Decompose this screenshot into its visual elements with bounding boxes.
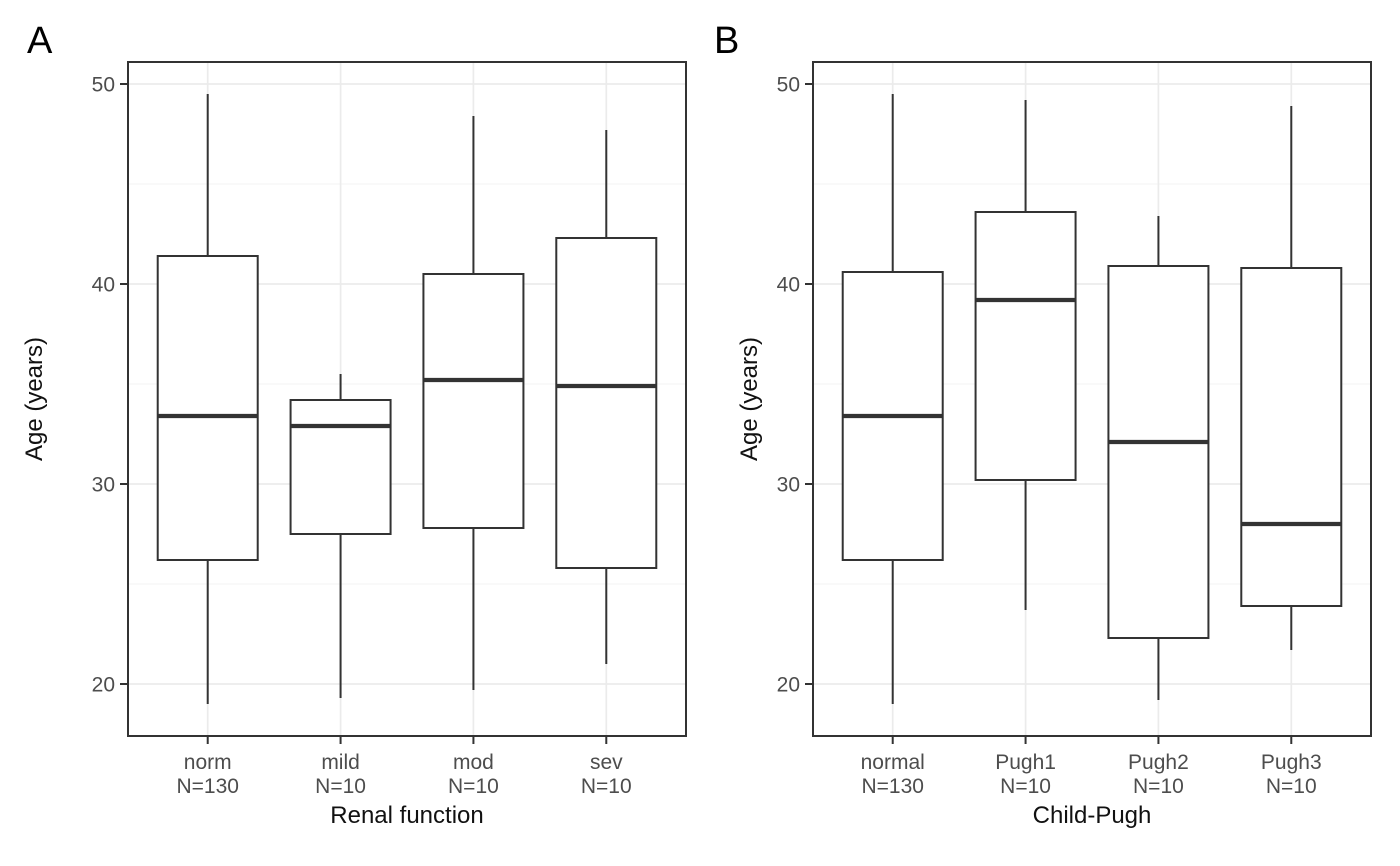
x-tick-n-label: N=10	[315, 775, 366, 798]
panel-border	[812, 61, 1372, 737]
x-tick-category-label: Pugh3	[1261, 751, 1322, 774]
x-tick-category-label: sev	[590, 751, 623, 774]
y-tick-label: 30	[92, 473, 115, 496]
x-tick-category-label: norm	[184, 751, 232, 774]
x-axis-title-b: Child-Pugh	[1032, 802, 1152, 829]
x-axis-title-a: Renal function	[330, 802, 484, 829]
box	[1107, 265, 1210, 639]
y-tick-label: 50	[92, 73, 115, 96]
y-tick-label: 40	[777, 273, 800, 296]
y-axis-title-a: Age (years)	[21, 336, 48, 462]
x-tick-category-label: mild	[321, 751, 360, 774]
y-tick-label: 50	[777, 73, 800, 96]
x-tick-n-label: N=130	[861, 775, 923, 798]
y-tick-label: 30	[777, 473, 800, 496]
box	[1240, 267, 1343, 607]
panel-border	[127, 61, 687, 737]
y-tick-label: 20	[92, 673, 115, 696]
box	[156, 255, 259, 561]
x-tick-n-label: N=10	[1000, 775, 1051, 798]
y-axis-title-b: Age (years)	[736, 336, 763, 462]
x-tick-category-label: Pugh2	[1128, 751, 1189, 774]
x-tick-n-label: N=130	[176, 775, 238, 798]
x-tick-category-label: normal	[861, 751, 925, 774]
x-tick-n-label: N=10	[1266, 775, 1317, 798]
box	[289, 399, 392, 535]
x-tick-n-label: N=10	[1133, 775, 1184, 798]
y-tick-label: 20	[777, 673, 800, 696]
box	[974, 211, 1077, 481]
panel-a-tag: A	[27, 20, 53, 62]
y-tick-label: 40	[92, 273, 115, 296]
x-tick-category-label: Pugh1	[995, 751, 1056, 774]
box	[422, 273, 525, 529]
box	[555, 237, 658, 569]
x-tick-n-label: N=10	[448, 775, 499, 798]
panel-b-tag: B	[714, 20, 740, 62]
x-tick-category-label: mod	[453, 751, 494, 774]
x-tick-n-label: N=10	[581, 775, 632, 798]
